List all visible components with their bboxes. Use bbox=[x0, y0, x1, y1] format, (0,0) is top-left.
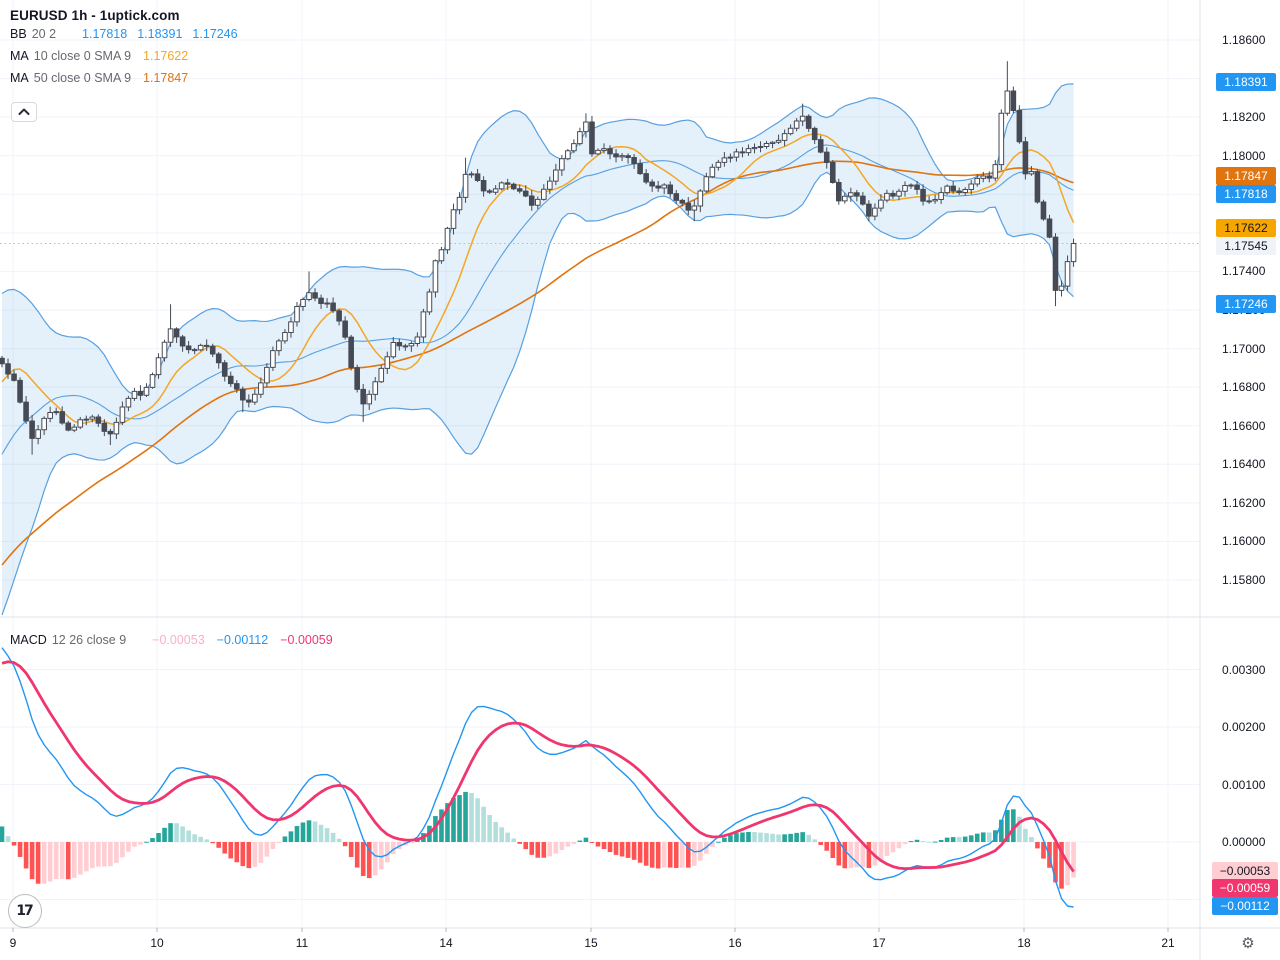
price-axis-label: 1.18600 bbox=[1222, 33, 1266, 47]
symbol-legend: EURUSD 1h - 1uptick.com BB 20 2 1.17818 … bbox=[10, 8, 238, 89]
price-axis-label: 1.16400 bbox=[1222, 457, 1266, 471]
price-axis-label: 1.18200 bbox=[1222, 110, 1266, 124]
price-axis-badge: 1.17246 bbox=[1216, 295, 1276, 313]
time-axis-label: 17 bbox=[872, 936, 886, 950]
price-axis-badge: 1.17622 bbox=[1216, 219, 1276, 237]
bb-basis-value: 1.17818 bbox=[82, 27, 128, 41]
legend-row-macd[interactable]: MACD 12 26 close 9 −0.00053 −0.00112 −0.… bbox=[10, 629, 333, 651]
macd-line-value: −0.00112 bbox=[216, 633, 269, 647]
ma50-name: MA bbox=[10, 71, 29, 85]
tradingview-logo[interactable]: 17 bbox=[8, 894, 42, 928]
legend-row-ma50[interactable]: MA 50 close 0 SMA 9 1.17847 bbox=[10, 67, 238, 89]
price-axis-label: 1.17400 bbox=[1222, 264, 1266, 278]
price-axis-badge: 1.18391 bbox=[1216, 73, 1276, 91]
price-axis-badge: 1.17818 bbox=[1216, 185, 1276, 203]
macd-params: 12 26 close 9 bbox=[51, 633, 127, 647]
price-axis-label: 1.16200 bbox=[1222, 496, 1266, 510]
time-axis-label: 10 bbox=[150, 936, 164, 950]
price-axis-badge: 1.17847 bbox=[1216, 167, 1276, 185]
time-axis-label: 9 bbox=[9, 936, 17, 950]
tradingview-logo-glyph: 17 bbox=[16, 903, 34, 919]
price-axis-label: 1.18000 bbox=[1222, 149, 1266, 163]
bb-upper-value: 1.18391 bbox=[137, 27, 183, 41]
time-axis-label: 11 bbox=[295, 936, 309, 950]
price-axis-label: 1.17000 bbox=[1222, 342, 1266, 356]
time-axis-label: 18 bbox=[1017, 936, 1031, 950]
time-axis-label: 14 bbox=[439, 936, 453, 950]
macd-axis-label: 0.00100 bbox=[1222, 778, 1266, 792]
macd-axis-badge: −0.00059 bbox=[1212, 879, 1278, 897]
legend-row-bb[interactable]: BB 20 2 1.17818 1.18391 1.17246 bbox=[10, 23, 238, 45]
macd-axis-label: 0.00300 bbox=[1222, 663, 1266, 677]
price-axis-label: 1.16800 bbox=[1222, 380, 1266, 394]
price-axis-label: 1.15800 bbox=[1222, 573, 1266, 587]
bb-params: 20 2 bbox=[31, 27, 57, 41]
chevron-up-icon bbox=[18, 103, 30, 121]
ma10-value: 1.17622 bbox=[143, 49, 189, 63]
macd-axis-label: 0.00000 bbox=[1222, 835, 1266, 849]
ma10-name: MA bbox=[10, 49, 29, 63]
macd-legend: MACD 12 26 close 9 −0.00053 −0.00112 −0.… bbox=[10, 629, 333, 651]
macd-axis-badge: −0.00112 bbox=[1212, 897, 1278, 915]
time-axis-label: 16 bbox=[728, 936, 742, 950]
bb-name: BB bbox=[10, 27, 27, 41]
macd-hist-value: −0.00053 bbox=[152, 633, 205, 647]
price-axis-label: 1.16000 bbox=[1222, 534, 1266, 548]
time-axis-label: 21 bbox=[1161, 936, 1175, 950]
gear-icon[interactable]: ⚙ bbox=[1241, 934, 1255, 952]
collapse-pane-button[interactable] bbox=[11, 102, 37, 122]
time-axis-label: 15 bbox=[584, 936, 598, 950]
macd-axis-badge: −0.00053 bbox=[1212, 862, 1278, 880]
macd-name: MACD bbox=[10, 633, 47, 647]
symbol-title: EURUSD 1h - 1uptick.com bbox=[10, 8, 180, 23]
price-axis-label: 1.16600 bbox=[1222, 419, 1266, 433]
legend-row-ma10[interactable]: MA 10 close 0 SMA 9 1.17622 bbox=[10, 45, 238, 67]
bb-lower-value: 1.17246 bbox=[192, 27, 238, 41]
ma50-params: 50 close 0 SMA 9 bbox=[33, 71, 132, 85]
ma10-params: 10 close 0 SMA 9 bbox=[33, 49, 132, 63]
macd-signal-value: −0.00059 bbox=[280, 633, 333, 647]
ma50-value: 1.17847 bbox=[143, 71, 189, 85]
macd-axis-label: 0.00200 bbox=[1222, 720, 1266, 734]
price-axis-badge: 1.17545 bbox=[1216, 237, 1276, 255]
